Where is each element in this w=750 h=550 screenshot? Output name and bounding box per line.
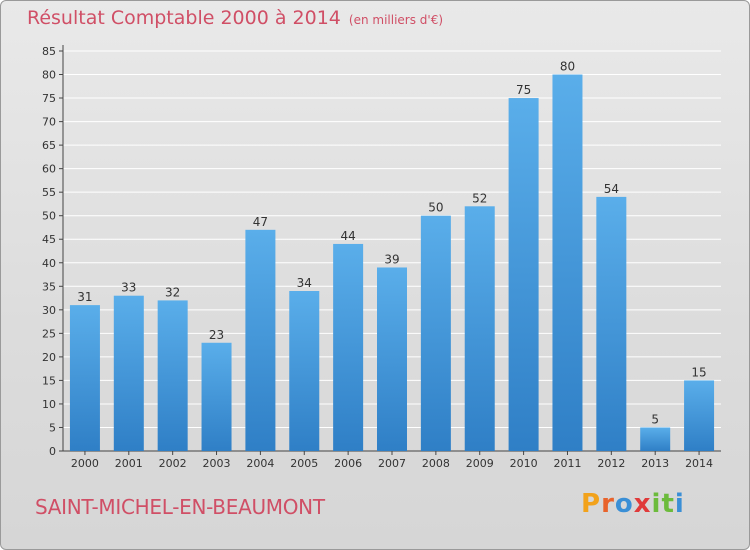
logo-letter: P: [581, 489, 602, 519]
y-tick-label: 65: [42, 139, 56, 152]
y-tick-label: 45: [42, 233, 56, 246]
bar: [157, 300, 188, 451]
logo-letter: x: [633, 489, 652, 519]
bar: [596, 196, 627, 451]
y-tick-label: 55: [42, 186, 56, 199]
bar: [333, 243, 364, 451]
data-labels: 31 33 32 23 47 34 44 39 50 52 75 80 54 5 15: [77, 60, 706, 427]
x-tick-labels: 2000 2001 2002 2003 2004 2005 2006 2007 2008 2009…: [71, 451, 713, 470]
x-tick-label: 2005: [290, 457, 318, 470]
bar: [113, 295, 144, 451]
bars: [69, 74, 715, 451]
bar: [640, 427, 671, 451]
data-label: 50: [428, 201, 443, 215]
x-tick-label: 2000: [71, 457, 99, 470]
chart-title: Résultat Comptable 2000 à 2014 (en millie…: [27, 7, 443, 29]
y-tick-label: 35: [42, 280, 56, 293]
title-text: Résultat Comptable 2000 à 2014: [27, 7, 341, 29]
x-tick-label: 2003: [203, 457, 231, 470]
commune-name: SAINT-MICHEL-EN-BEAUMONT: [35, 495, 325, 519]
data-label: 47: [253, 215, 268, 229]
x-tick-label: 2001: [115, 457, 143, 470]
data-label: 39: [384, 252, 399, 266]
y-tick-label: 60: [42, 163, 56, 176]
bar: [245, 229, 276, 451]
bar: [69, 305, 100, 451]
y-tick-label: 30: [42, 304, 56, 317]
bar: [684, 380, 715, 451]
logo-letter: i: [674, 489, 685, 519]
y-tick-label: 70: [42, 116, 56, 129]
y-tick-label: 5: [49, 421, 56, 434]
y-tick-label: 0: [49, 445, 56, 458]
y-tick-label: 75: [42, 92, 56, 105]
y-tick-label: 10: [42, 398, 56, 411]
data-label: 33: [121, 281, 136, 295]
x-tick-label: 2007: [378, 457, 406, 470]
bar: [508, 98, 539, 451]
data-label: 23: [209, 328, 224, 342]
x-tick-label: 2004: [246, 457, 274, 470]
logo-letter: t: [661, 489, 675, 519]
data-label: 31: [77, 290, 92, 304]
data-label: 5: [651, 412, 659, 426]
bar: [420, 215, 451, 451]
data-label: 54: [604, 182, 619, 196]
bar: [377, 267, 407, 451]
x-tick-label: 2014: [685, 457, 713, 470]
bar: [289, 291, 320, 451]
y-tick-label: 80: [42, 69, 56, 82]
y-tick-label: 15: [42, 374, 56, 387]
x-tick-label: 2006: [334, 457, 362, 470]
y-tick-label: 40: [42, 257, 56, 270]
x-tick-label: 2012: [597, 457, 625, 470]
y-tick-label: 25: [42, 327, 56, 340]
y-tick-label: 50: [42, 210, 56, 223]
proxiti-logo[interactable]: Proxiti: [581, 489, 685, 519]
data-label: 34: [297, 276, 312, 290]
data-label: 80: [560, 60, 575, 74]
data-label: 15: [691, 365, 706, 379]
x-tick-label: 2009: [466, 457, 494, 470]
x-tick-label: 2010: [510, 457, 538, 470]
logo-letter: i: [651, 489, 662, 519]
x-tick-label: 2013: [641, 457, 669, 470]
bar: [464, 206, 495, 451]
x-tick-label: 2008: [422, 457, 450, 470]
y-tick-label: 85: [42, 45, 56, 58]
data-label: 32: [165, 285, 180, 299]
data-label: 52: [472, 191, 487, 205]
y-tick-labels: 0 5 10 15 20 25 30 35 40 45 50 55 60 65 70 75 80 85: [42, 45, 56, 458]
title-unit: (en milliers d'€): [348, 13, 444, 27]
bar: [552, 74, 583, 451]
x-tick-label: 2011: [553, 457, 581, 470]
bar: [201, 342, 232, 451]
x-tick-label: 2002: [159, 457, 187, 470]
y-tick-label: 20: [42, 351, 56, 364]
logo-letter: r: [601, 489, 615, 519]
logo-letter: o: [614, 489, 634, 519]
data-label: 75: [516, 83, 531, 97]
data-label: 44: [340, 229, 355, 243]
